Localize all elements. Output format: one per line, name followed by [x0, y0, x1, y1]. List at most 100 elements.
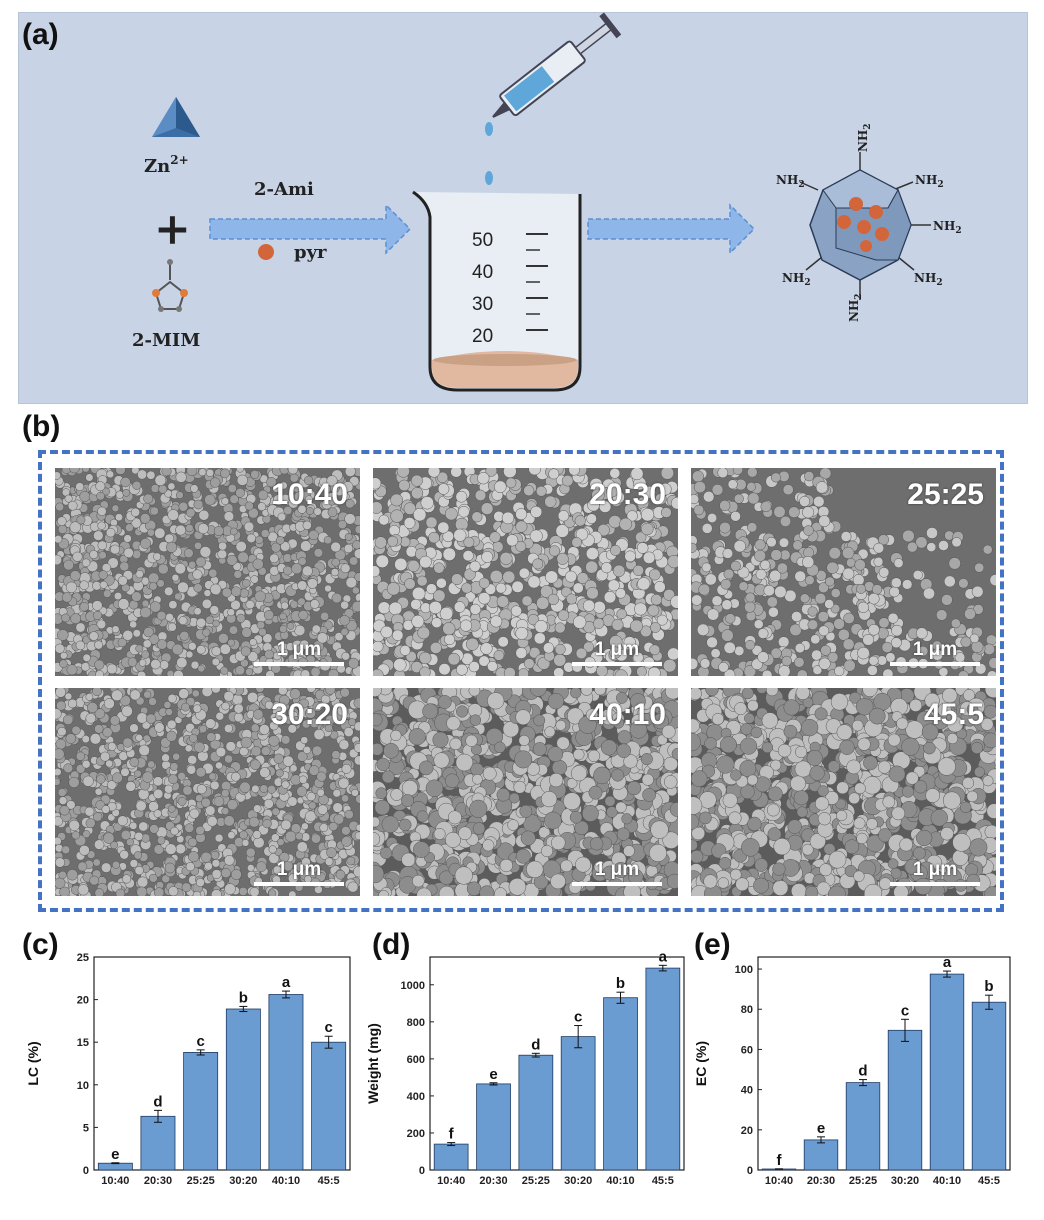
y-tick-label: 40 — [741, 1085, 753, 1097]
x-tick-label: 20:30 — [807, 1175, 835, 1187]
bar-10-40 — [433, 1143, 469, 1171]
beaker-tick-40: 40 — [472, 262, 493, 283]
scale-text: 1 μm — [594, 859, 640, 880]
syringe-icon — [492, 12, 622, 118]
scale-line — [572, 662, 662, 666]
significance-letter: c — [324, 1019, 332, 1036]
sem-ratio-label: 40:10 — [589, 698, 666, 731]
beaker-tick-30: 30 — [472, 294, 493, 315]
error-bar — [817, 1136, 825, 1144]
significance-letter: a — [282, 974, 291, 991]
plus-sign: + — [154, 204, 191, 255]
bar-20-30 — [140, 1115, 176, 1171]
bar-40-10 — [929, 973, 965, 1171]
significance-letter: d — [153, 1093, 162, 1110]
zif-polyhedron-icon — [799, 152, 931, 300]
x-tick-label: 30:20 — [229, 1175, 257, 1187]
panel-label-e: (e) — [694, 928, 731, 961]
bar-25-25 — [183, 1052, 219, 1171]
x-tick-label: 25:25 — [522, 1175, 550, 1187]
x-tick-label: 10:40 — [101, 1175, 129, 1187]
x-tick-label: 30:20 — [891, 1175, 919, 1187]
bar-30-20 — [560, 1036, 596, 1171]
error-bar — [901, 1018, 909, 1042]
bar-25-25 — [845, 1082, 881, 1171]
y-axis-label: Weight (mg) — [365, 1023, 381, 1104]
scale-line — [254, 882, 344, 886]
sem-image-3: 25:25 1 μm — [691, 468, 996, 676]
significance-letter: c — [901, 1002, 909, 1019]
scale-bar: 1 μm — [572, 859, 662, 886]
sem-frame — [38, 450, 1004, 912]
x-tick-label: 25:25 — [849, 1175, 877, 1187]
sem-ratio-label: 20:30 — [589, 478, 666, 511]
significance-letter: f — [777, 1152, 783, 1169]
x-tick-label: 45:5 — [978, 1175, 1000, 1187]
y-tick-label: 0 — [419, 1165, 425, 1177]
error-bar — [447, 1142, 456, 1147]
sem-image-6: 45:5 1 μm — [691, 688, 996, 896]
error-bar — [489, 1082, 498, 1086]
sem-ratio-label: 30:20 — [271, 698, 348, 731]
panel-label-a: (a) — [22, 18, 59, 51]
mim-molecule-icon — [152, 259, 188, 312]
scale-bar: 1 μm — [254, 859, 344, 886]
scale-text: 1 μm — [276, 639, 322, 660]
beaker-tick-20: 20 — [472, 326, 493, 347]
significance-letter: c — [574, 1009, 582, 1026]
significance-letter: f — [449, 1126, 455, 1143]
nh2-bottom: NH2 — [847, 293, 864, 322]
lc-bar-chart: 0 5 10 15 20 25 LC (%) e 10:40 d 20:30 c 25:25 b 30:20… — [25, 952, 351, 1187]
y-tick-label: 60 — [741, 1044, 753, 1056]
panel-label-b: (b) — [22, 410, 61, 443]
y-tick-label: 15 — [77, 1037, 89, 1049]
error-bar — [154, 1109, 162, 1123]
scale-bar: 1 μm — [572, 639, 662, 666]
y-tick-label: 1000 — [401, 980, 425, 992]
plot-frame — [429, 956, 685, 1171]
error-bar — [111, 1162, 120, 1165]
bar-40-10 — [603, 997, 638, 1171]
product-arrow-icon — [587, 203, 756, 255]
y-tick-label: 600 — [407, 1054, 425, 1066]
reaction-arrow-icon — [209, 203, 412, 255]
sem-image-5: 40:10 1 μm — [373, 688, 678, 896]
bar-45-5 — [645, 967, 681, 1171]
significance-letter: d — [531, 1036, 540, 1053]
significance-letter: b — [984, 978, 993, 995]
x-tick-label: 45:5 — [652, 1175, 674, 1187]
zn-tetrahedron-icon — [152, 97, 200, 137]
error-bar — [574, 1025, 583, 1049]
x-tick-label: 25:25 — [187, 1175, 215, 1187]
error-bar — [531, 1052, 540, 1058]
significance-letter: e — [817, 1120, 825, 1137]
x-tick-label: 20:30 — [144, 1175, 172, 1187]
panel-label-d: (d) — [372, 928, 411, 961]
bar-10-40 — [97, 1162, 133, 1171]
error-bar — [658, 964, 667, 972]
panel-label-c: (c) — [22, 928, 59, 961]
sem-texture — [373, 468, 678, 676]
y-tick-label: 10 — [77, 1080, 89, 1092]
bar-40-10 — [268, 994, 304, 1171]
nh2-lower-right: NH2 — [914, 271, 943, 288]
sem-texture — [55, 688, 360, 896]
nh2-right: NH2 — [933, 219, 962, 236]
y-tick-label: 0 — [83, 1165, 89, 1177]
y-tick-label: 20 — [77, 995, 89, 1007]
nh2-upper-left: NH2 — [776, 173, 805, 190]
y-tick-label: 0 — [747, 1165, 753, 1177]
beaker-icon — [412, 190, 582, 392]
sem-image-4: 30:20 1 μm — [55, 688, 360, 896]
significance-letter: e — [489, 1066, 497, 1083]
scale-text: 1 μm — [594, 639, 640, 660]
x-tick-label: 10:40 — [437, 1175, 465, 1187]
error-bar — [616, 991, 625, 1004]
scale-line — [890, 882, 980, 886]
nh2-upper-right: NH2 — [915, 173, 944, 190]
sem-texture — [373, 688, 678, 896]
pyr-label: pyr — [294, 242, 327, 263]
plot-frame — [757, 956, 1011, 1171]
nh2-lower-left: NH2 — [782, 271, 811, 288]
bar-20-30 — [476, 1083, 511, 1171]
